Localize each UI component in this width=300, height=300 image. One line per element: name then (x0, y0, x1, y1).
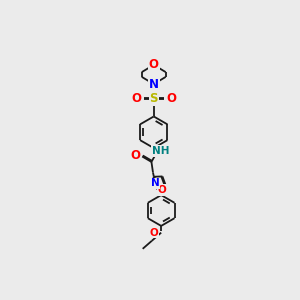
Text: O: O (149, 228, 158, 238)
Text: N: N (149, 78, 159, 91)
Text: S: S (149, 92, 158, 105)
Text: NH: NH (152, 146, 169, 156)
Text: O: O (166, 92, 176, 105)
Text: O: O (149, 58, 159, 71)
Text: O: O (130, 149, 140, 162)
Text: N: N (151, 178, 160, 188)
Text: O: O (158, 185, 167, 195)
Text: O: O (131, 92, 141, 105)
